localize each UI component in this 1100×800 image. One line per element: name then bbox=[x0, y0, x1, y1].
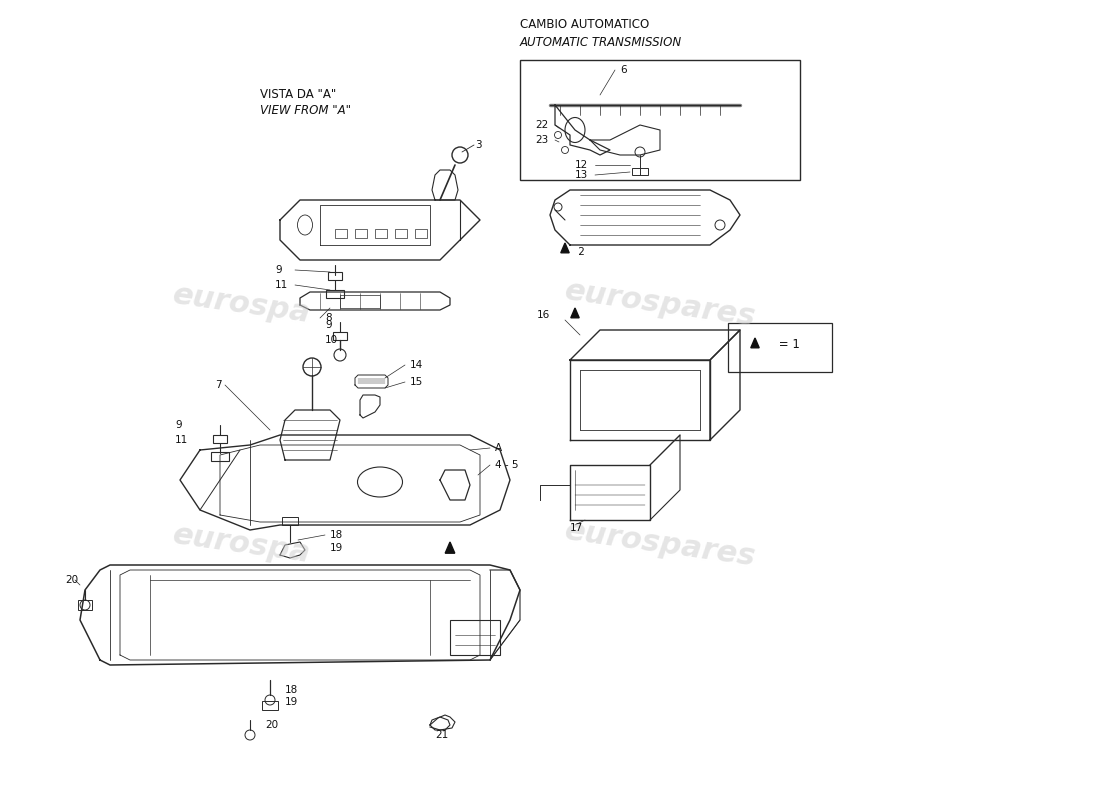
Text: VIEW FROM "A": VIEW FROM "A" bbox=[260, 105, 351, 118]
Text: 18: 18 bbox=[330, 530, 343, 540]
Text: 10: 10 bbox=[324, 335, 338, 345]
Text: 17: 17 bbox=[570, 523, 583, 533]
Text: 22: 22 bbox=[535, 120, 548, 130]
Text: 20: 20 bbox=[265, 720, 278, 730]
Text: 9: 9 bbox=[175, 420, 182, 430]
Polygon shape bbox=[446, 542, 454, 554]
Text: 7: 7 bbox=[214, 380, 221, 390]
Text: AUTOMATIC TRANSMISSION: AUTOMATIC TRANSMISSION bbox=[520, 35, 682, 49]
Text: 20: 20 bbox=[65, 575, 78, 585]
Text: VISTA DA "A": VISTA DA "A" bbox=[260, 89, 337, 102]
Text: 6: 6 bbox=[620, 65, 627, 75]
Text: 9: 9 bbox=[275, 265, 282, 275]
Text: eurospares: eurospares bbox=[562, 276, 758, 332]
Text: 12: 12 bbox=[575, 160, 589, 170]
Text: 21: 21 bbox=[434, 730, 449, 740]
Text: 19: 19 bbox=[285, 697, 298, 707]
Text: 3: 3 bbox=[475, 140, 482, 150]
Text: 11: 11 bbox=[175, 435, 188, 445]
Text: 11: 11 bbox=[275, 280, 288, 290]
Text: 13: 13 bbox=[575, 170, 589, 180]
Text: eurospa: eurospa bbox=[172, 520, 312, 568]
Text: 2: 2 bbox=[575, 247, 585, 257]
Polygon shape bbox=[571, 308, 580, 318]
Text: 16: 16 bbox=[537, 310, 550, 320]
Polygon shape bbox=[561, 243, 569, 253]
Text: 23: 23 bbox=[535, 135, 548, 145]
Text: 18: 18 bbox=[285, 685, 298, 695]
Text: A: A bbox=[495, 443, 502, 453]
Text: 4 - 5: 4 - 5 bbox=[495, 460, 518, 470]
Text: 9: 9 bbox=[324, 320, 331, 330]
Polygon shape bbox=[751, 338, 759, 348]
Text: 14: 14 bbox=[410, 360, 424, 370]
Text: 15: 15 bbox=[410, 377, 424, 387]
Text: eurospa: eurospa bbox=[172, 280, 312, 328]
Text: 8: 8 bbox=[324, 313, 331, 323]
Text: CAMBIO AUTOMATICO: CAMBIO AUTOMATICO bbox=[520, 18, 649, 31]
Text: = 1: = 1 bbox=[776, 338, 800, 351]
Text: 19: 19 bbox=[330, 543, 343, 553]
Text: eurospares: eurospares bbox=[562, 516, 758, 572]
